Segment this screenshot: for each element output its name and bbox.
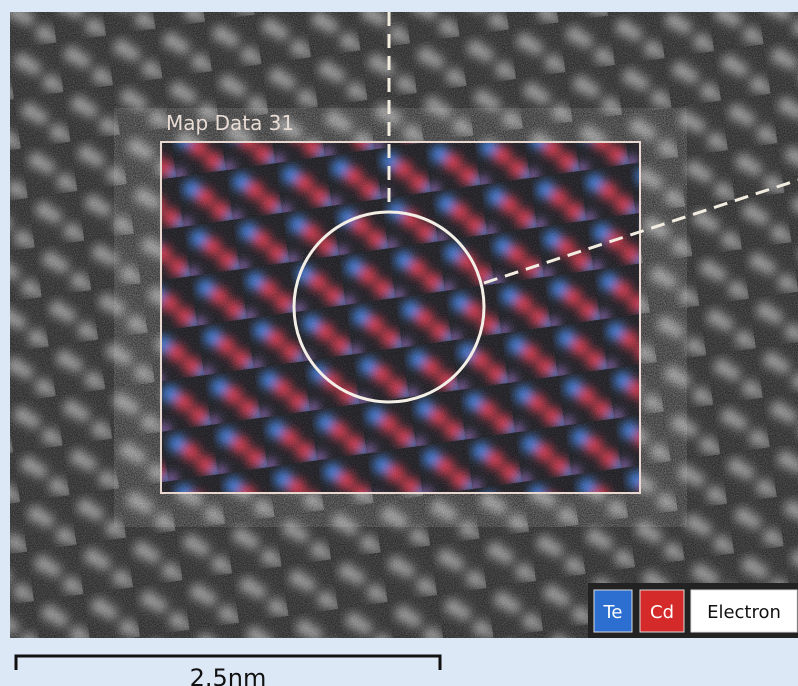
map-label: Map Data 31 [166, 111, 294, 135]
page: Map Data 31 Te Cd Electron 2.5nm (() => … [0, 0, 798, 686]
map-noise [162, 143, 639, 492]
scale-bar-label: 2.5nm [190, 664, 267, 686]
legend-label: Electron [707, 602, 781, 623]
legend-label: Te [602, 602, 622, 623]
legend-label: Cd [650, 602, 674, 623]
stem-image: Map Data 31 Te Cd Electron [10, 12, 798, 638]
micrograph-view: Map Data 31 Te Cd Electron 2.5nm [0, 0, 798, 686]
